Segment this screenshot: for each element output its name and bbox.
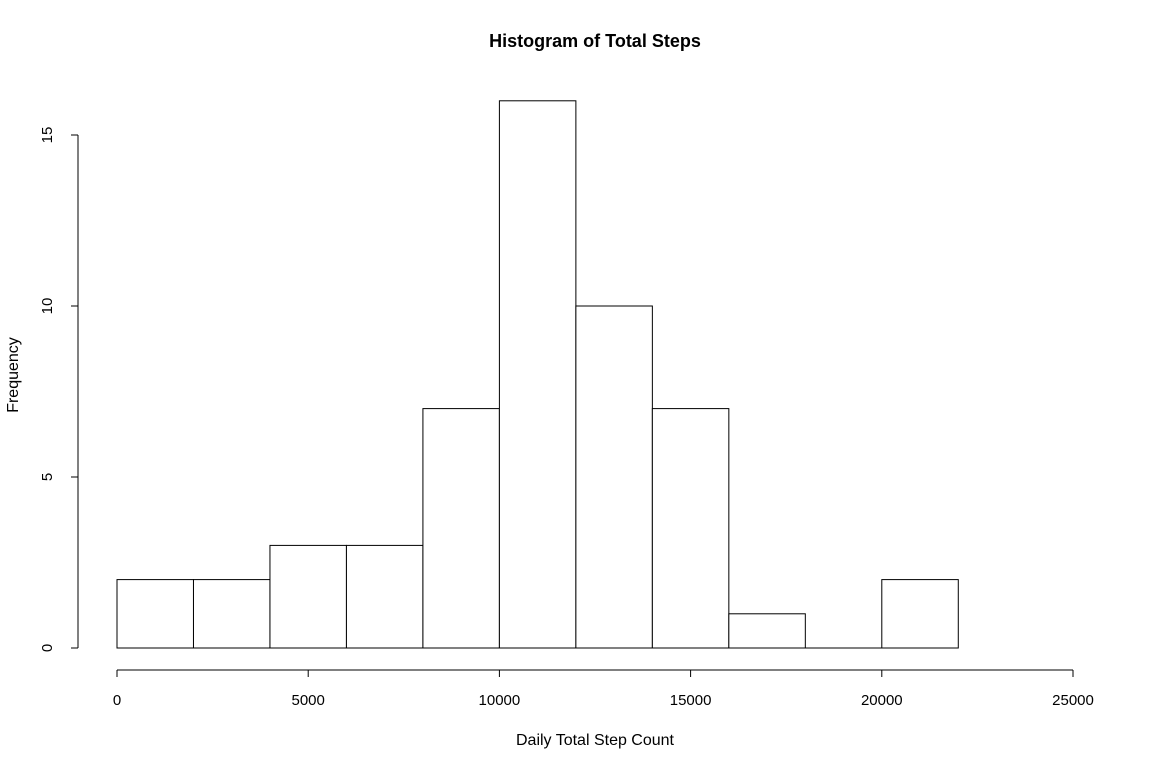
histogram-bar (881, 579, 959, 649)
y-tick-label: 0 (39, 644, 56, 652)
y-axis-label: Frequency (5, 337, 22, 413)
histogram-bar (192, 579, 271, 649)
y-tick-label: 10 (39, 298, 56, 315)
histogram-bar (498, 100, 577, 649)
x-tick-label: 10000 (479, 692, 521, 709)
x-axis-label: Daily Total Step Count (516, 732, 675, 749)
x-tick-label: 25000 (1052, 692, 1094, 709)
y-tick-label: 15 (39, 127, 56, 144)
y-tick-label: 5 (39, 473, 56, 481)
x-axis: 0 5000 10000 15000 20000 25000 (113, 669, 1094, 709)
x-tick-label: 15000 (670, 692, 712, 709)
histogram-bar (422, 408, 500, 649)
bars-group (116, 100, 959, 649)
x-tick-label: 20000 (861, 692, 903, 709)
histogram-bar (575, 305, 653, 649)
chart-title: Histogram of Total Steps (489, 31, 701, 51)
histogram-bar (269, 544, 347, 649)
y-axis: 0 5 10 15 (39, 127, 79, 652)
histogram-bar (116, 579, 194, 649)
x-tick-label: 0 (113, 692, 121, 709)
histogram-bar (345, 544, 424, 649)
x-tick-label: 5000 (292, 692, 325, 709)
histogram-bar (651, 408, 730, 649)
histogram-bar (728, 613, 806, 649)
